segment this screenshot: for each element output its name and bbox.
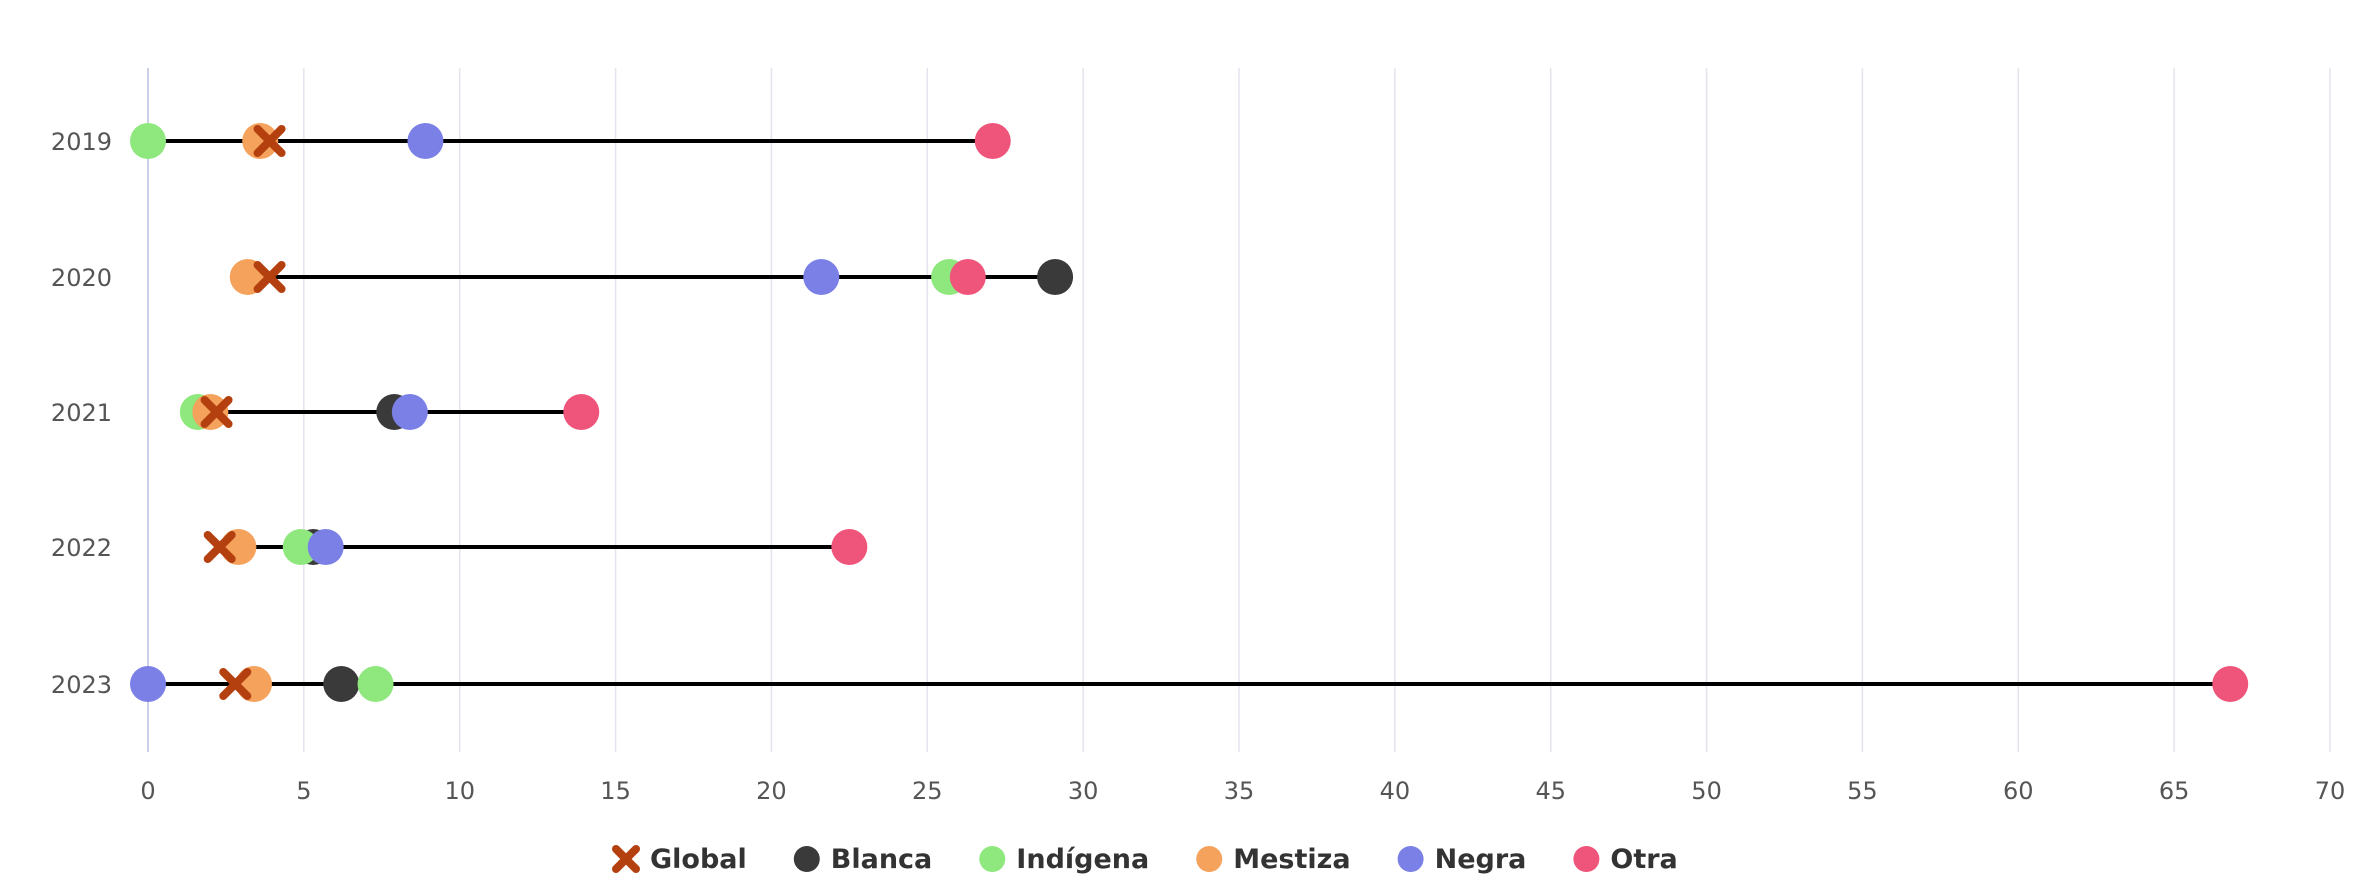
- legend-marker-x: [612, 845, 640, 873]
- legend-item-mestiza[interactable]: Mestiza: [1196, 844, 1351, 875]
- legend-item-negra[interactable]: Negra: [1397, 844, 1527, 875]
- point-global: [203, 531, 236, 563]
- point-negra: [391, 394, 428, 430]
- point-ind-gena: [357, 666, 394, 702]
- legend-marker: [1573, 846, 1600, 872]
- axis-labels-layer: 0 5 10 15 20 25 30 35 40 45 50 55 60 65 70 2019 2020 2021…: [51, 128, 2345, 805]
- cross-stroke: [203, 531, 236, 563]
- x-tick-label: 20: [756, 777, 787, 805]
- point-negra: [407, 123, 444, 159]
- point-negra: [130, 666, 166, 702]
- grid-layer: [147, 68, 2331, 752]
- legend[interactable]: Global Blanca Indígena Mestiza Negra Otra: [612, 844, 1678, 875]
- x-tick-label: 5: [296, 777, 311, 805]
- x-tick-label: 50: [1691, 777, 1722, 805]
- point-blanca: [323, 666, 360, 702]
- legend-label: Negra: [1435, 844, 1527, 875]
- y-category-label: 2019: [51, 128, 112, 156]
- point-mestiza: [242, 123, 279, 159]
- legend-label: Global: [650, 844, 747, 875]
- point-global: [253, 261, 286, 293]
- legend-label: Otra: [1610, 844, 1677, 875]
- legend-marker: [1196, 846, 1223, 872]
- y-category-label: 2021: [51, 399, 112, 427]
- point-otra: [563, 394, 600, 430]
- legend-item-blanca[interactable]: Blanca: [793, 844, 933, 875]
- x-tick-label: 15: [600, 777, 631, 805]
- point-global: [253, 125, 286, 157]
- cross-stroke: [612, 845, 640, 873]
- x-tick-label: 30: [1068, 777, 1099, 805]
- point-ind-gena: [130, 123, 166, 159]
- x-tick-label: 40: [1380, 777, 1411, 805]
- point-otra: [831, 529, 868, 565]
- x-tick-label: 0: [140, 777, 155, 805]
- legend-label: Blanca: [831, 844, 933, 875]
- y-category-label: 2023: [51, 671, 112, 699]
- legend-item-ind-gena[interactable]: Indígena: [979, 844, 1149, 875]
- cross-stroke: [253, 261, 286, 293]
- x-tick-label: 35: [1224, 777, 1255, 805]
- x-tick-label: 10: [444, 777, 475, 805]
- y-category-label: 2020: [51, 264, 112, 292]
- legend-marker: [1397, 846, 1424, 872]
- legend-item-otra[interactable]: Otra: [1573, 844, 1678, 875]
- x-tick-label: 65: [2159, 777, 2190, 805]
- point-otra: [2212, 666, 2249, 702]
- legend-label: Indígena: [1016, 844, 1149, 875]
- cross-stroke: [219, 668, 252, 700]
- point-global: [200, 396, 233, 428]
- x-tick-label: 25: [912, 777, 943, 805]
- legend-marker: [793, 846, 820, 872]
- point-ind-gena: [282, 529, 319, 565]
- x-tick-label: 45: [1535, 777, 1566, 805]
- legend-marker: [979, 846, 1006, 872]
- legend-item-global[interactable]: Global: [612, 844, 747, 875]
- point-mestiza: [220, 529, 257, 565]
- x-tick-label: 70: [2315, 777, 2346, 805]
- cross-stroke: [253, 125, 286, 157]
- x-tick-label: 55: [1847, 777, 1878, 805]
- point-otra: [949, 259, 986, 295]
- point-negra: [803, 259, 840, 295]
- x-tick-label: 60: [2003, 777, 2034, 805]
- point-global: [219, 668, 252, 700]
- point-mestiza: [192, 394, 229, 430]
- point-otra: [974, 123, 1011, 159]
- markers-layer: [130, 123, 2249, 702]
- legend-label: Mestiza: [1233, 844, 1350, 875]
- point-blanca: [1037, 259, 1074, 295]
- point-negra: [307, 529, 344, 565]
- point-mestiza: [235, 666, 272, 702]
- y-category-label: 2022: [51, 534, 112, 562]
- cross-stroke: [200, 396, 233, 428]
